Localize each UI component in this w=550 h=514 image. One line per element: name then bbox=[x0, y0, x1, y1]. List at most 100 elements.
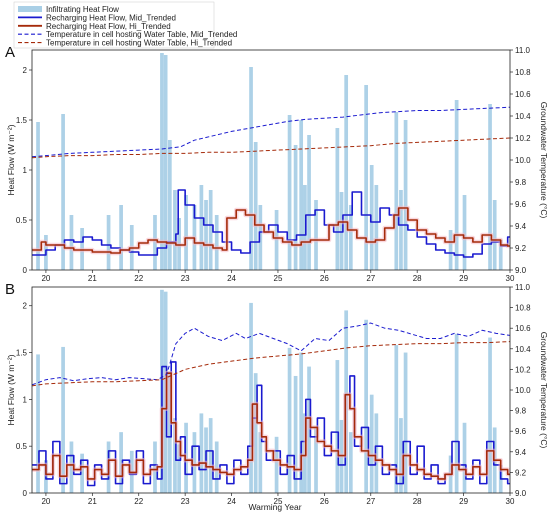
y2-tick-label: 9.6 bbox=[515, 427, 527, 436]
bar bbox=[249, 67, 253, 270]
bar bbox=[293, 145, 298, 270]
bar bbox=[287, 347, 292, 493]
bar bbox=[369, 394, 374, 493]
bar bbox=[167, 371, 172, 493]
bar bbox=[394, 112, 399, 270]
bar bbox=[36, 354, 40, 493]
series-line-3 bbox=[31, 137, 511, 159]
bars-A bbox=[36, 53, 503, 270]
x-tick-label: 30 bbox=[506, 274, 515, 283]
y-tick-label: 2 bbox=[23, 302, 28, 311]
bar bbox=[488, 104, 492, 270]
bar bbox=[106, 215, 111, 270]
bar bbox=[61, 114, 65, 270]
bar bbox=[299, 120, 304, 270]
x-tick-label: 23 bbox=[181, 274, 190, 283]
y-tick-label: 1 bbox=[23, 395, 28, 404]
y2-tick-label: 9.4 bbox=[515, 222, 527, 231]
panel-letter-b: B bbox=[5, 281, 15, 298]
bar bbox=[214, 441, 219, 493]
y2-tick-label: 11.0 bbox=[515, 46, 531, 55]
bar bbox=[454, 100, 459, 270]
plot-frame bbox=[31, 286, 511, 494]
y2-axis-label: Groundwater Temperature (°C) bbox=[539, 332, 549, 449]
bar bbox=[344, 75, 349, 270]
y-tick-label: 0.5 bbox=[16, 216, 28, 225]
y2-tick-label: 9.2 bbox=[515, 468, 527, 477]
x-tick-label: 20 bbox=[41, 497, 50, 506]
bar bbox=[399, 190, 403, 270]
x-axis-label: Warming Year bbox=[248, 502, 301, 512]
bar bbox=[167, 140, 172, 270]
bar bbox=[348, 432, 353, 493]
y-tick-label: 0.5 bbox=[16, 442, 28, 451]
x-tick-label: 25 bbox=[274, 497, 283, 506]
bar bbox=[119, 205, 123, 270]
y2-tick-label: 10.6 bbox=[515, 324, 531, 333]
series-halo-1 bbox=[32, 205, 510, 256]
legend-swatch-0 bbox=[18, 6, 42, 12]
bar bbox=[448, 230, 453, 270]
y2-tick-label: 9.2 bbox=[515, 244, 527, 253]
x-tick-label: 21 bbox=[88, 497, 97, 506]
x-tick-label: 26 bbox=[320, 274, 329, 283]
x-tick-label: 28 bbox=[413, 497, 422, 506]
y-tick-label: 1 bbox=[23, 166, 28, 175]
bar bbox=[184, 195, 188, 270]
x-tick-label: 21 bbox=[88, 274, 97, 283]
x-tick-label: 25 bbox=[274, 274, 283, 283]
bar bbox=[287, 115, 292, 270]
y2-tick-label: 10.4 bbox=[515, 112, 531, 121]
bar bbox=[153, 215, 157, 270]
y-axis-label: Heat Flow (W m⁻²) bbox=[6, 354, 16, 425]
y2-tick-label: 10.8 bbox=[515, 304, 531, 313]
panel-a: A 20 21 22 23 24 25 26 27 28 29 30 0 0.5 1 1.5 2 9.0 9.2 9… bbox=[5, 44, 549, 283]
series-line-2 bbox=[31, 106, 511, 158]
series-line-2 bbox=[31, 322, 511, 386]
panel-letter-a: A bbox=[5, 44, 15, 61]
series-line-1 bbox=[32, 372, 510, 480]
bar bbox=[394, 345, 399, 493]
y2-tick-label: 10.6 bbox=[515, 90, 531, 99]
y2-tick-label: 9.0 bbox=[515, 489, 527, 498]
bar bbox=[253, 142, 258, 270]
bar bbox=[492, 200, 497, 270]
bar bbox=[119, 432, 123, 493]
bar bbox=[69, 215, 74, 270]
bar bbox=[61, 346, 65, 493]
y2-tick-label: 10.0 bbox=[515, 386, 531, 395]
legend-label-1: Recharging Heat Flow, Mid_Trended bbox=[46, 13, 176, 22]
series-line-0 bbox=[32, 189, 510, 258]
bar bbox=[160, 53, 164, 270]
bar bbox=[364, 85, 368, 270]
legend-box bbox=[13, 1, 215, 49]
bar bbox=[348, 205, 353, 270]
bar bbox=[274, 436, 279, 493]
bar bbox=[335, 360, 340, 493]
bar bbox=[339, 192, 344, 270]
bar bbox=[208, 418, 213, 493]
series-line-1 bbox=[32, 207, 510, 254]
bar bbox=[369, 165, 374, 270]
y2-tick-label: 9.0 bbox=[515, 266, 527, 275]
y-tick-label: 0 bbox=[23, 489, 28, 498]
bar bbox=[488, 337, 492, 493]
bar bbox=[314, 200, 318, 270]
bar bbox=[307, 135, 311, 270]
x-tick-label: 26 bbox=[320, 497, 329, 506]
bar bbox=[307, 366, 311, 493]
bar bbox=[192, 432, 197, 493]
series-line-3 bbox=[31, 341, 511, 387]
bar bbox=[249, 302, 253, 493]
bar bbox=[153, 441, 157, 493]
x-tick-label: 27 bbox=[366, 274, 375, 283]
bar bbox=[258, 205, 263, 270]
bar bbox=[299, 352, 304, 493]
y-tick-label: 0 bbox=[23, 266, 28, 275]
x-tick-label: 28 bbox=[413, 274, 422, 283]
bar bbox=[399, 418, 403, 493]
bar bbox=[403, 352, 408, 493]
bar bbox=[303, 185, 307, 270]
bar bbox=[208, 190, 213, 270]
